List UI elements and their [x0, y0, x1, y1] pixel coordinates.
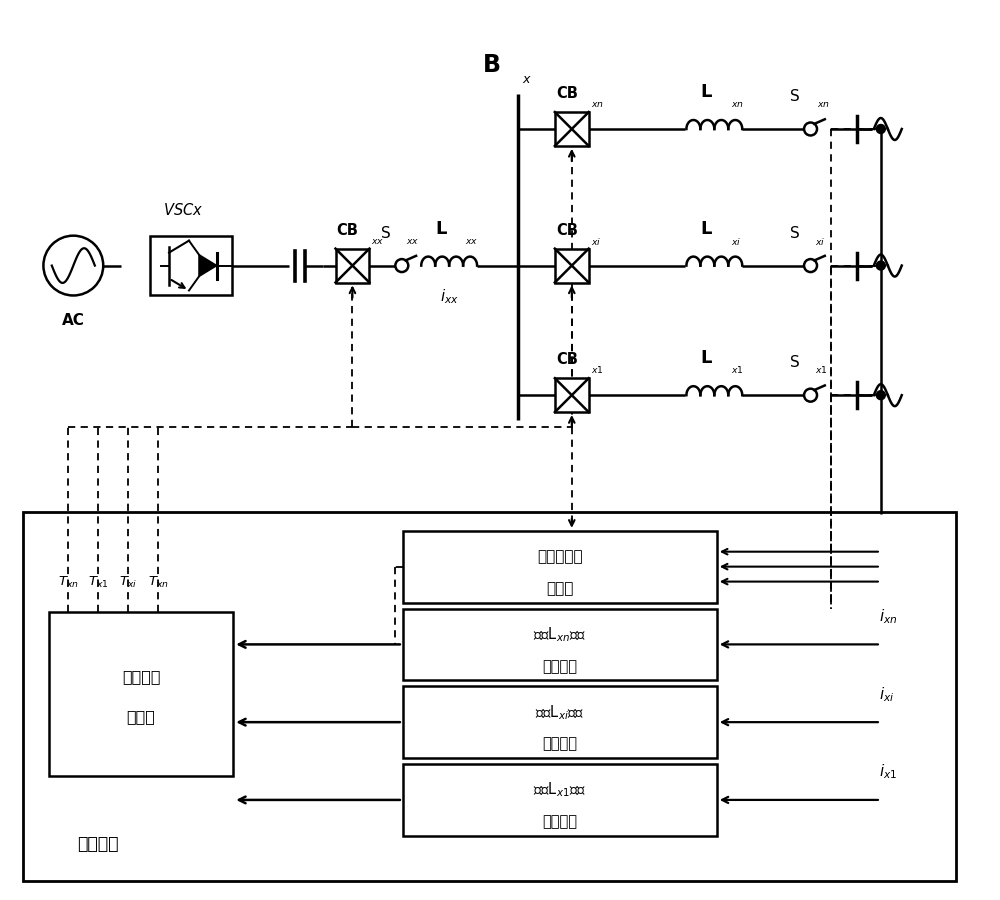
Text: 线路L$_{x1}$故障: 线路L$_{x1}$故障 — [533, 780, 586, 799]
Bar — [403, 764, 717, 836]
Text: 测单元: 测单元 — [546, 581, 574, 596]
Bar — [403, 687, 717, 758]
Polygon shape — [199, 255, 217, 276]
Bar — [555, 112, 589, 146]
Text: $_{x1}$: $_{x1}$ — [591, 364, 603, 376]
Text: $_{xx}$: $_{xx}$ — [465, 234, 478, 247]
Text: $_{xi}$: $_{xi}$ — [815, 234, 825, 247]
Text: $_{xx}$: $_{xx}$ — [371, 234, 385, 247]
Circle shape — [876, 261, 885, 270]
Text: 检测单元: 检测单元 — [542, 659, 577, 674]
Circle shape — [876, 124, 885, 133]
Text: 检测单元: 检测单元 — [542, 814, 577, 829]
Bar — [403, 608, 717, 680]
Text: $i_{xn}$: $i_{xn}$ — [879, 608, 897, 625]
Circle shape — [43, 236, 103, 295]
Text: 线路L$_{xi}$故障: 线路L$_{xi}$故障 — [535, 703, 585, 722]
Text: S: S — [381, 226, 391, 240]
Text: VSC$x$: VSC$x$ — [163, 202, 203, 218]
Text: T$_{xn}$: T$_{xn}$ — [58, 575, 79, 590]
Text: $_{xn}$: $_{xn}$ — [731, 97, 744, 110]
Text: S: S — [790, 226, 800, 240]
Text: $\mathbf{B}$: $\mathbf{B}$ — [482, 53, 500, 77]
Text: $_{xi}$: $_{xi}$ — [591, 234, 601, 247]
Bar — [49, 612, 233, 777]
Text: 检测单元: 检测单元 — [542, 736, 577, 752]
Bar — [23, 512, 956, 881]
Text: 母线故障检: 母线故障检 — [537, 549, 583, 564]
Text: CB: CB — [556, 352, 578, 367]
Bar — [150, 236, 232, 295]
Text: S: S — [790, 89, 800, 104]
Bar — [403, 531, 717, 602]
Text: L: L — [701, 220, 712, 238]
Text: CB: CB — [337, 222, 358, 238]
Circle shape — [804, 259, 817, 272]
Circle shape — [804, 389, 817, 401]
Circle shape — [395, 259, 408, 272]
Bar — [555, 378, 589, 412]
Text: $_{xn}$: $_{xn}$ — [817, 97, 830, 110]
Bar — [555, 248, 589, 283]
Text: $i_{xi}$: $i_{xi}$ — [879, 685, 894, 704]
Text: T$_{xn}$: T$_{xn}$ — [148, 575, 169, 590]
Text: $i_{x1}$: $i_{x1}$ — [879, 762, 897, 781]
Text: T$_{xi}$: T$_{xi}$ — [119, 575, 137, 590]
Text: L: L — [701, 83, 712, 101]
Text: $_{x1}$: $_{x1}$ — [731, 364, 744, 376]
Text: CB: CB — [556, 86, 578, 101]
Text: 断路器控: 断路器控 — [122, 669, 160, 684]
Circle shape — [876, 391, 885, 400]
Text: $_{x1}$: $_{x1}$ — [815, 364, 828, 376]
Text: T$_{x1}$: T$_{x1}$ — [88, 575, 109, 590]
Text: S: S — [790, 356, 800, 370]
Text: 线路L$_{xn}$故障: 线路L$_{xn}$故障 — [533, 626, 586, 644]
Text: CB: CB — [556, 222, 578, 238]
Bar — [336, 248, 369, 283]
Circle shape — [804, 122, 817, 136]
Text: AC: AC — [62, 313, 85, 328]
Text: L: L — [701, 349, 712, 367]
Text: 保护装置: 保护装置 — [77, 835, 119, 853]
Text: $_{xn}$: $_{xn}$ — [591, 97, 604, 110]
Text: 制单元: 制单元 — [127, 708, 156, 724]
Text: L: L — [435, 220, 447, 238]
Text: $_{xx}$: $_{xx}$ — [406, 234, 420, 247]
Text: $i_{xx}$: $i_{xx}$ — [440, 287, 459, 306]
Text: $_{x}$: $_{x}$ — [522, 68, 532, 86]
Text: $_{xi}$: $_{xi}$ — [731, 234, 742, 247]
